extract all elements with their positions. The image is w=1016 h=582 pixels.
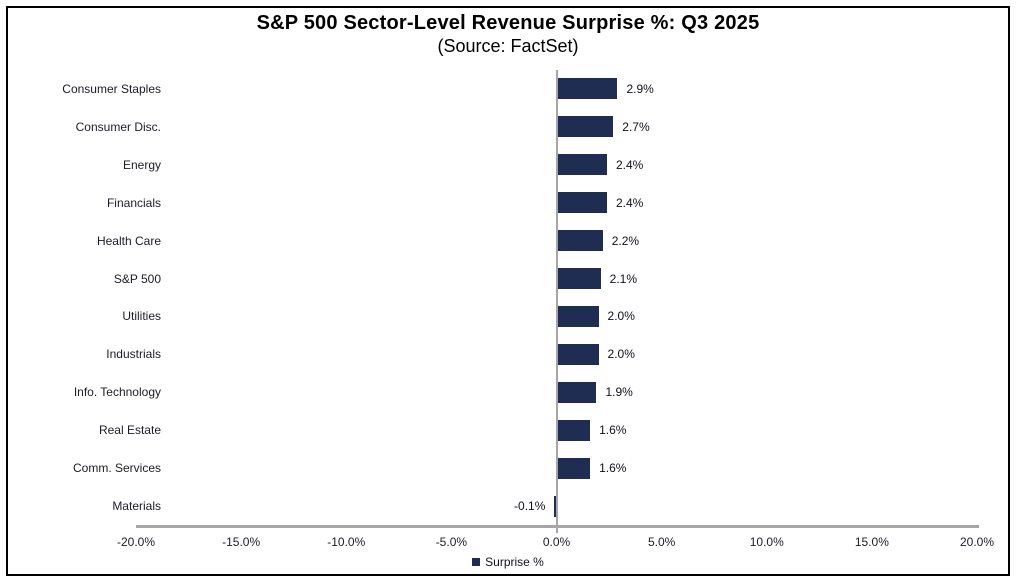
value-label-financials: 2.4% [615,195,644,210]
value-label-s-p-500: 2.1% [609,271,637,286]
value-label-industrials: 2.0% [607,347,635,362]
x-axis-line [136,525,979,528]
value-label-real-estate: 1.6% [599,423,627,438]
value-label-energy: 2.4% [615,157,644,172]
x-tick-label-neg15: -15.0% [222,535,261,549]
category-label-real-estate: Real Estate [98,423,161,438]
x-tick-label-5: 5.0% [647,535,676,549]
bar-industrials [556,343,599,365]
value-label-health-care: 2.2% [611,233,640,248]
category-label-utilities: Utilities [122,309,161,324]
bar-consumer-staples [556,78,618,100]
category-label-materials: Materials [112,499,161,514]
bar-energy [556,154,607,176]
legend-swatch-icon [472,558,481,566]
zero-axis-line [555,70,558,533]
category-label-health-care: Health Care [96,233,161,248]
x-tick-label-0: 0.0% [542,535,571,549]
legend-label: Surprise % [485,555,544,569]
category-label-industrials: Industrials [106,347,161,362]
bar-financials [556,192,607,214]
legend: Surprise % [0,554,1016,570]
category-label-consumer-staples: Consumer Staples [62,81,161,96]
x-tick-label-neg20: -20.0% [116,535,156,549]
bar-s-p-500 [556,268,601,290]
chart-subtitle: (Source: FactSet) [437,36,579,56]
category-label-comm-services: Comm. Services [72,461,161,476]
value-label-comm-services: 1.6% [599,461,627,476]
bar-materials [554,495,557,517]
x-tick-label-neg10: -10.0% [327,535,366,549]
bar-real-estate [556,419,591,441]
value-label-materials: -0.1% [514,499,546,514]
category-label-info-technology: Info. Technology [73,385,161,400]
category-label-s-p-500: S&P 500 [113,271,161,286]
bar-consumer-disc [556,116,614,138]
chart-title: S&P 500 Sector-Level Revenue Surprise %:… [256,12,760,34]
x-tick-label-neg5: -5.0% [435,535,468,549]
category-label-consumer-disc: Consumer Disc. [75,119,161,134]
x-tick-label-20: 20.0% [959,535,995,549]
value-label-consumer-disc: 2.7% [622,119,650,134]
bar-comm-services [556,457,591,479]
x-tick-label-15: 15.0% [854,535,889,549]
value-label-utilities: 2.0% [607,309,635,324]
category-label-financials: Financials [106,195,161,210]
bar-utilities [556,305,599,327]
value-label-consumer-staples: 2.9% [626,81,654,96]
bar-info-technology [556,381,597,403]
value-label-info-technology: 1.9% [605,385,633,400]
chart-border [6,6,1010,576]
x-tick-label-10: 10.0% [749,535,784,549]
category-label-energy: Energy [122,157,161,172]
bar-health-care [556,230,603,252]
